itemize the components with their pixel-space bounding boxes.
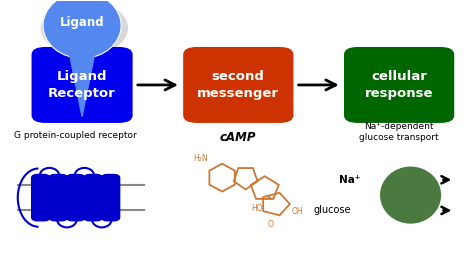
Text: Na⁺-dependent: Na⁺-dependent — [365, 122, 434, 131]
Ellipse shape — [381, 167, 440, 223]
Text: cellular
response: cellular response — [365, 70, 433, 100]
FancyBboxPatch shape — [84, 175, 102, 220]
Text: Ligand: Ligand — [60, 16, 104, 29]
Text: cAMP: cAMP — [220, 131, 256, 144]
Text: G protein-coupled receptor: G protein-coupled receptor — [14, 131, 137, 140]
FancyBboxPatch shape — [183, 47, 293, 123]
FancyBboxPatch shape — [49, 175, 67, 220]
Ellipse shape — [41, 0, 128, 56]
Text: Ligand
Receptor: Ligand Receptor — [48, 70, 116, 100]
Text: O: O — [268, 220, 273, 229]
Ellipse shape — [43, 0, 121, 58]
Text: OH: OH — [292, 207, 303, 216]
Text: second
messenger: second messenger — [197, 70, 279, 100]
FancyBboxPatch shape — [32, 175, 49, 220]
FancyBboxPatch shape — [344, 47, 454, 123]
Text: Na⁺: Na⁺ — [339, 175, 360, 185]
Polygon shape — [68, 48, 96, 116]
FancyBboxPatch shape — [67, 175, 84, 220]
Text: HO: HO — [252, 204, 263, 213]
Text: H₂N: H₂N — [193, 154, 208, 163]
Text: glucose transport: glucose transport — [359, 133, 439, 142]
FancyBboxPatch shape — [32, 47, 133, 123]
Text: glucose: glucose — [313, 205, 351, 215]
FancyBboxPatch shape — [102, 175, 119, 220]
